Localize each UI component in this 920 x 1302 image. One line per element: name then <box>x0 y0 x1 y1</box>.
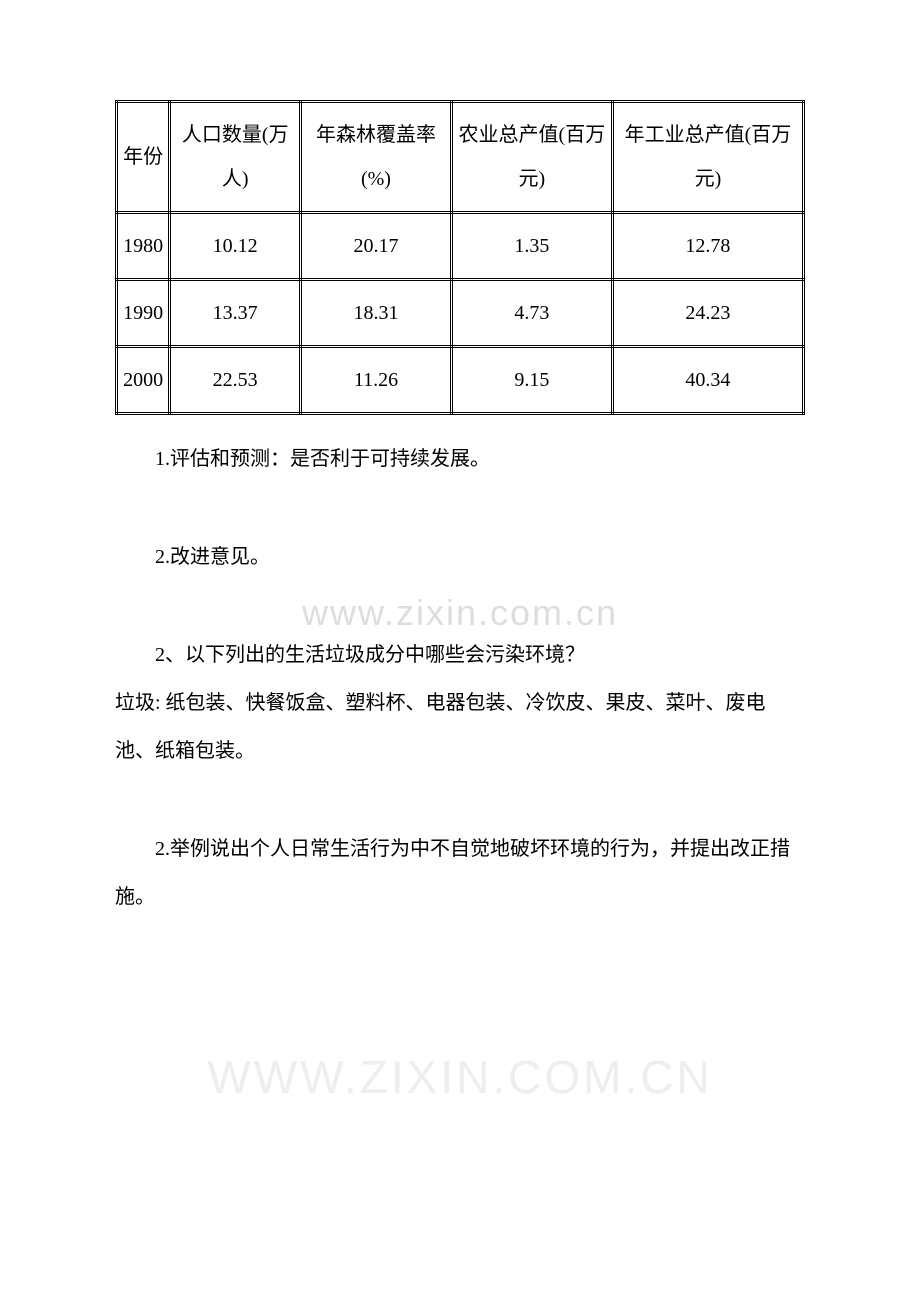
table-row: 2000 22.53 11.26 9.15 40.34 <box>117 347 804 414</box>
cell-forest: 11.26 <box>301 347 452 414</box>
data-table: 年份 人口数量(万人) 年森林覆盖率(%) 农业总产值(百万元) 年工业总产值(… <box>115 100 805 415</box>
paragraph-3-group: 2、以下列出的生活垃圾成分中哪些会污染环境？ 垃圾: 纸包装、快餐饭盒、塑料杯、… <box>115 631 805 775</box>
table-row: 1980 10.12 20.17 1.35 12.78 <box>117 213 804 280</box>
cell-agriculture: 4.73 <box>451 280 612 347</box>
paragraph-3-line1: 2、以下列出的生活垃圾成分中哪些会污染环境？ <box>115 631 805 679</box>
cell-year: 2000 <box>117 347 170 414</box>
cell-population: 13.37 <box>170 280 301 347</box>
header-industry: 年工业总产值(百万元) <box>612 102 803 213</box>
paragraph-2: 2.改进意见。 <box>115 533 805 581</box>
header-forest: 年森林覆盖率(%) <box>301 102 452 213</box>
cell-industry: 12.78 <box>612 213 803 280</box>
cell-forest: 20.17 <box>301 213 452 280</box>
cell-forest: 18.31 <box>301 280 452 347</box>
watermark-text-large: WWW.ZIXIN.COM.CN <box>207 1050 712 1104</box>
cell-population: 10.12 <box>170 213 301 280</box>
header-population: 人口数量(万人) <box>170 102 301 213</box>
table-header-row: 年份 人口数量(万人) 年森林覆盖率(%) 农业总产值(百万元) 年工业总产值(… <box>117 102 804 213</box>
paragraph-3-line2: 垃圾: 纸包装、快餐饭盒、塑料杯、电器包装、冷饮皮、果皮、菜叶、废电池、纸箱包装… <box>115 679 805 775</box>
cell-year: 1980 <box>117 213 170 280</box>
cell-agriculture: 9.15 <box>451 347 612 414</box>
cell-industry: 24.23 <box>612 280 803 347</box>
header-year: 年份 <box>117 102 170 213</box>
page-content: 年份 人口数量(万人) 年森林覆盖率(%) 农业总产值(百万元) 年工业总产值(… <box>115 100 805 921</box>
paragraph-1: 1.评估和预测：是否利于可持续发展。 <box>115 435 805 483</box>
cell-agriculture: 1.35 <box>451 213 612 280</box>
table-row: 1990 13.37 18.31 4.73 24.23 <box>117 280 804 347</box>
header-agriculture: 农业总产值(百万元) <box>451 102 612 213</box>
cell-population: 22.53 <box>170 347 301 414</box>
paragraph-4: 2.举例说出个人日常生活行为中不自觉地破坏环境的行为，并提出改正措施。 <box>115 825 805 921</box>
cell-year: 1990 <box>117 280 170 347</box>
cell-industry: 40.34 <box>612 347 803 414</box>
